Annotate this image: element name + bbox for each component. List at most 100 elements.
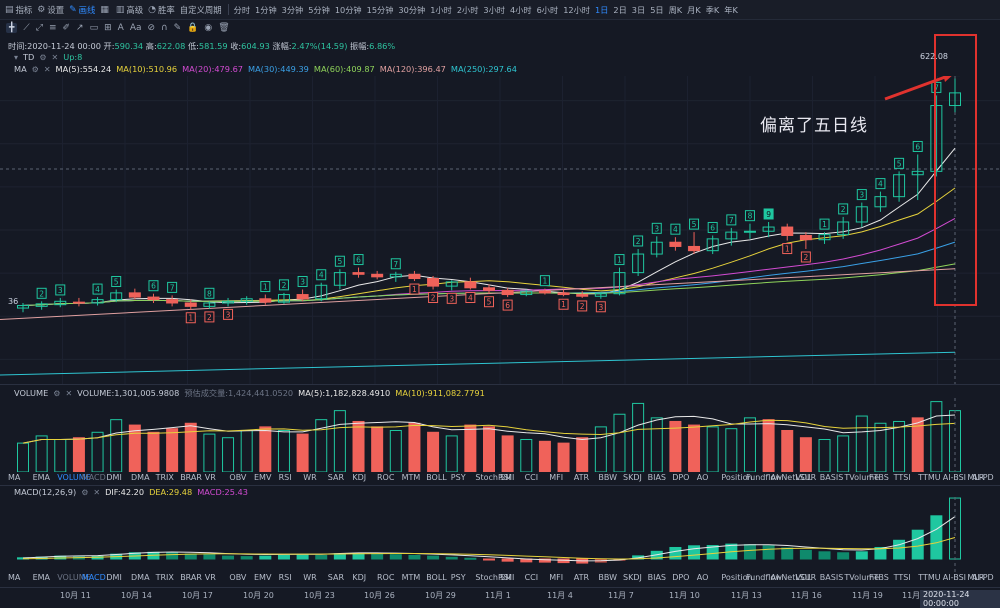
brush-tool-icon[interactable]: ✐ <box>62 23 71 33</box>
period-1[interactable]: 1分钟 <box>255 4 277 15</box>
candle[interactable] <box>538 288 551 295</box>
period-20[interactable]: 年K <box>724 4 738 15</box>
indicator-tab[interactable]: BRAR <box>180 573 202 582</box>
arrow-tool-icon[interactable]: ↗ <box>76 23 84 33</box>
indicator-tab[interactable]: TVolume <box>844 573 880 582</box>
indicator-tab[interactable]: PSY <box>450 473 466 482</box>
indicator-tab[interactable]: RSI <box>278 473 292 482</box>
period-9[interactable]: 3小时 <box>483 4 505 15</box>
indicator-tab[interactable]: TRIX <box>155 573 174 582</box>
indicator-tab[interactable]: MLR <box>967 573 985 582</box>
indicator-tab[interactable]: VR <box>204 473 216 482</box>
period-5[interactable]: 15分钟 <box>366 4 394 15</box>
candlestick-chart[interactable]: 2345678123456711234567891234567812312345… <box>0 76 1000 384</box>
indicator-tab[interactable]: FTBS <box>869 473 889 482</box>
candle[interactable] <box>184 299 197 310</box>
fib-tool-icon[interactable]: ▭ <box>89 23 99 33</box>
candle[interactable] <box>893 171 906 202</box>
candle[interactable] <box>352 267 365 278</box>
indicator-tab[interactable]: AI-PD <box>972 573 994 582</box>
period-0[interactable]: 分时 <box>233 4 251 15</box>
candle[interactable] <box>743 223 756 239</box>
candle[interactable] <box>259 294 272 305</box>
indicator-tab[interactable]: BRAR <box>180 473 202 482</box>
macd-chart[interactable] <box>0 497 1000 572</box>
close-icon[interactable]: ✕ <box>51 52 59 62</box>
candle[interactable] <box>54 297 67 308</box>
gear-icon[interactable]: ⚙ <box>81 487 89 497</box>
indicator-tab[interactable]: MFI <box>549 473 564 482</box>
candle[interactable] <box>296 289 309 302</box>
gear-icon[interactable]: ⚙ <box>53 388 61 398</box>
indicator-tab[interactable]: TTMU <box>918 573 941 582</box>
toolbar-item-6[interactable]: 自定义周期 <box>180 4 222 16</box>
indicator-tab[interactable]: MTM <box>401 573 421 582</box>
indicator-tab[interactable]: SMI <box>500 473 515 482</box>
candle[interactable] <box>333 269 346 290</box>
indicator-tab[interactable]: PSY <box>450 573 466 582</box>
indicator-tab[interactable]: MACD <box>81 573 106 582</box>
candle[interactable] <box>315 282 328 302</box>
period-19[interactable]: 季K <box>705 4 720 15</box>
indicator-tab[interactable]: ATR <box>573 473 590 482</box>
indicator-tab[interactable]: AO <box>696 573 709 582</box>
indicator-tab[interactable]: KDJ <box>352 573 367 582</box>
gear-icon[interactable]: ⚙ <box>39 52 47 62</box>
pencil-icon[interactable]: ✎ <box>173 23 182 33</box>
candle[interactable] <box>128 288 141 300</box>
candle[interactable] <box>632 248 645 276</box>
period-10[interactable]: 4小时 <box>510 4 532 15</box>
candle[interactable] <box>874 191 887 212</box>
eye-icon[interactable]: ◉ <box>204 23 213 33</box>
period-17[interactable]: 周K <box>668 4 683 15</box>
indicator-tab[interactable]: VR <box>204 573 216 582</box>
lock-icon[interactable]: 🔒 <box>187 23 199 33</box>
indicator-tab[interactable]: BASIS <box>819 573 844 582</box>
collapse-icon[interactable]: ▾ <box>14 52 19 62</box>
aa-tool-icon[interactable]: Aa <box>129 23 142 33</box>
indicator-tab[interactable]: TTMU <box>918 473 941 482</box>
candle[interactable] <box>930 95 943 177</box>
candle[interactable] <box>706 235 719 255</box>
indicator-tab[interactable]: SKDJ <box>623 473 642 482</box>
candle[interactable] <box>911 154 924 201</box>
candle[interactable] <box>203 301 216 309</box>
period-14[interactable]: 2日 <box>613 4 627 15</box>
toolbar-item-2[interactable]: ✎ 画线 <box>69 4 95 16</box>
magnet-icon[interactable]: ∩ <box>161 23 168 33</box>
indicator-tab[interactable]: AI-NetVOL <box>770 473 812 482</box>
indicator-tab[interactable]: EMA <box>32 573 51 582</box>
channel-tool-icon[interactable]: ≡ <box>48 23 57 33</box>
candle[interactable] <box>669 237 682 251</box>
indicator-tab[interactable]: TTSI <box>893 573 911 582</box>
toolbar-item-0[interactable]: ▤ 指标 <box>5 4 32 16</box>
pane-divider[interactable] <box>0 485 1000 486</box>
close-icon[interactable]: ✕ <box>93 487 101 497</box>
candle[interactable] <box>520 289 533 297</box>
indicator-tab[interactable]: CCI <box>524 573 539 582</box>
indicator-tab[interactable]: AI-PD <box>972 473 994 482</box>
candle[interactable] <box>222 297 235 307</box>
shape-tool-icon[interactable]: ⊞ <box>104 23 112 33</box>
indicator-tab[interactable]: CCI <box>524 473 539 482</box>
candle[interactable] <box>650 236 663 258</box>
volume-chart[interactable] <box>0 398 1000 472</box>
ray-tool-icon[interactable]: ⤢ <box>35 23 43 33</box>
line-tool-icon[interactable]: ⟋ <box>23 23 30 33</box>
measure-tool-icon[interactable]: ⊘ <box>147 23 156 33</box>
close-icon[interactable]: ✕ <box>43 64 51 74</box>
indicator-tab[interactable]: LSUR <box>795 573 817 582</box>
candle[interactable] <box>147 293 160 303</box>
crosshair-icon[interactable]: ╋ <box>6 23 18 33</box>
indicator-tab[interactable]: DMA <box>131 473 150 482</box>
candle[interactable] <box>240 296 253 305</box>
indicator-tab[interactable]: OBV <box>229 573 247 582</box>
indicator-tab[interactable]: ATR <box>573 573 590 582</box>
indicator-tab[interactable]: Position <box>721 473 753 482</box>
indicator-tab[interactable]: DMI <box>106 473 122 482</box>
period-18[interactable]: 月K <box>687 4 701 15</box>
pane-divider[interactable] <box>0 384 1000 385</box>
candle[interactable] <box>277 292 290 304</box>
indicator-tab[interactable]: EMV <box>254 473 272 482</box>
indicator-tab[interactable]: SAR <box>327 573 345 582</box>
